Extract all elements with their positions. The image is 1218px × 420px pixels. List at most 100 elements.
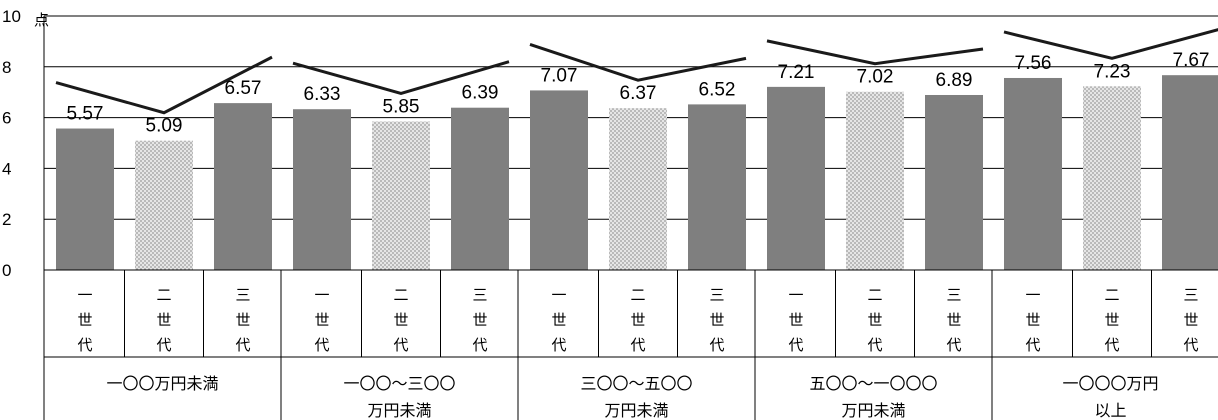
category-label-char: 代 (867, 336, 882, 354)
category-label-char: 世 (77, 311, 92, 329)
category-label-char: 代 (946, 336, 961, 354)
category-label-char: 一 (788, 286, 803, 304)
category-label-char: 二 (630, 286, 645, 304)
bar (1162, 75, 1218, 270)
group-label: 以上 (1094, 401, 1126, 420)
bar (372, 121, 430, 270)
category-label-char: 一 (314, 286, 329, 304)
data-label: 5.57 (67, 104, 104, 125)
data-label: 6.52 (699, 79, 736, 100)
y-tick-label: 6 (2, 109, 11, 128)
category-label-char: 三 (1183, 286, 1198, 304)
category-label-char: 世 (156, 311, 171, 329)
category-label-char: 世 (393, 311, 408, 329)
category-label-char: 代 (77, 336, 92, 354)
y-tick-label: 8 (2, 58, 11, 77)
category-label-char: 代 (630, 336, 645, 354)
bar (135, 140, 193, 270)
trend-lines (55, 28, 1218, 115)
trend-line (1003, 28, 1218, 60)
y-unit-label: 点 (34, 11, 49, 29)
category-label-char: 代 (788, 336, 803, 354)
bars (56, 75, 1218, 271)
y-tick-label: 10 (2, 7, 21, 26)
trend-line (766, 39, 984, 66)
bar (767, 86, 825, 270)
group-label: 万円未満 (604, 401, 668, 420)
group-label: 万円未満 (841, 401, 905, 420)
category-label-char: 代 (1025, 336, 1040, 354)
category-label-char: 三 (472, 286, 487, 304)
category-label-char: 世 (1104, 311, 1119, 329)
category-label-char: 世 (946, 311, 961, 329)
category-label-char: 一 (77, 286, 92, 304)
category-label-char: 代 (472, 336, 487, 354)
category-label-char: 代 (235, 336, 250, 354)
category-label-char: 代 (1104, 336, 1119, 354)
category-label-char: 一 (551, 286, 566, 304)
bar (293, 109, 351, 270)
category-label-char: 世 (1183, 311, 1198, 329)
category-label-char: 世 (630, 311, 645, 329)
bar (609, 108, 667, 271)
group-label: 万円未満 (367, 401, 431, 420)
data-label: 6.37 (620, 83, 657, 104)
category-label-char: 世 (235, 311, 250, 329)
category-label-char: 世 (788, 311, 803, 329)
data-label: 7.23 (1094, 61, 1131, 82)
category-label-char: 代 (156, 336, 171, 354)
bar (530, 90, 588, 270)
category-label-char: 世 (551, 311, 566, 329)
y-tick-label: 2 (2, 210, 11, 229)
bar (1083, 86, 1141, 270)
bar (214, 103, 272, 270)
category-label-char: 世 (709, 311, 724, 329)
data-label: 7.67 (1173, 50, 1210, 71)
data-label: 6.33 (304, 84, 341, 105)
category-label-char: 二 (156, 286, 171, 304)
category-label-char: 代 (393, 336, 408, 354)
group-label: 一〇〇万円未満 (106, 374, 218, 393)
category-label-char: 二 (393, 286, 408, 304)
trend-line (292, 60, 510, 95)
category-label-char: 三 (709, 286, 724, 304)
data-label: 7.21 (778, 62, 815, 83)
group-label: 一〇〇〇万円 (1062, 374, 1158, 393)
data-label: 6.39 (462, 83, 499, 104)
data-label: 5.85 (383, 96, 420, 117)
bar (925, 94, 983, 270)
category-label-char: 代 (1183, 336, 1198, 354)
group-label: 三〇〇～五〇〇 (580, 374, 692, 393)
y-tick-label: 4 (2, 159, 11, 178)
group-label: 一〇〇～三〇〇 (343, 374, 455, 393)
category-label-char: 一 (1025, 286, 1040, 304)
category-label-char: 世 (472, 311, 487, 329)
category-label-char: 代 (551, 336, 566, 354)
bar (56, 128, 114, 270)
category-label-char: 二 (867, 286, 882, 304)
bar (846, 91, 904, 270)
data-label: 7.56 (1015, 53, 1052, 74)
group-label: 五〇〇～一〇〇〇 (809, 374, 937, 393)
axes (43, 16, 1218, 420)
category-label-char: 二 (1104, 286, 1119, 304)
bar (1004, 77, 1062, 270)
bar (451, 107, 509, 270)
category-label-char: 世 (314, 311, 329, 329)
data-label: 5.09 (146, 116, 183, 137)
category-label-char: 世 (1025, 311, 1040, 329)
bar (688, 104, 746, 270)
category-label-char: 代 (709, 336, 724, 354)
category-label-char: 世 (867, 311, 882, 329)
trend-line (529, 42, 747, 82)
data-label: 7.02 (857, 67, 894, 88)
trend-line (55, 55, 273, 115)
y-tick-label: 0 (2, 261, 11, 280)
category-label-char: 三 (235, 286, 250, 304)
category-label-char: 三 (946, 286, 961, 304)
category-label-char: 代 (314, 336, 329, 354)
data-label: 6.57 (225, 78, 262, 99)
data-label: 6.89 (936, 70, 973, 91)
